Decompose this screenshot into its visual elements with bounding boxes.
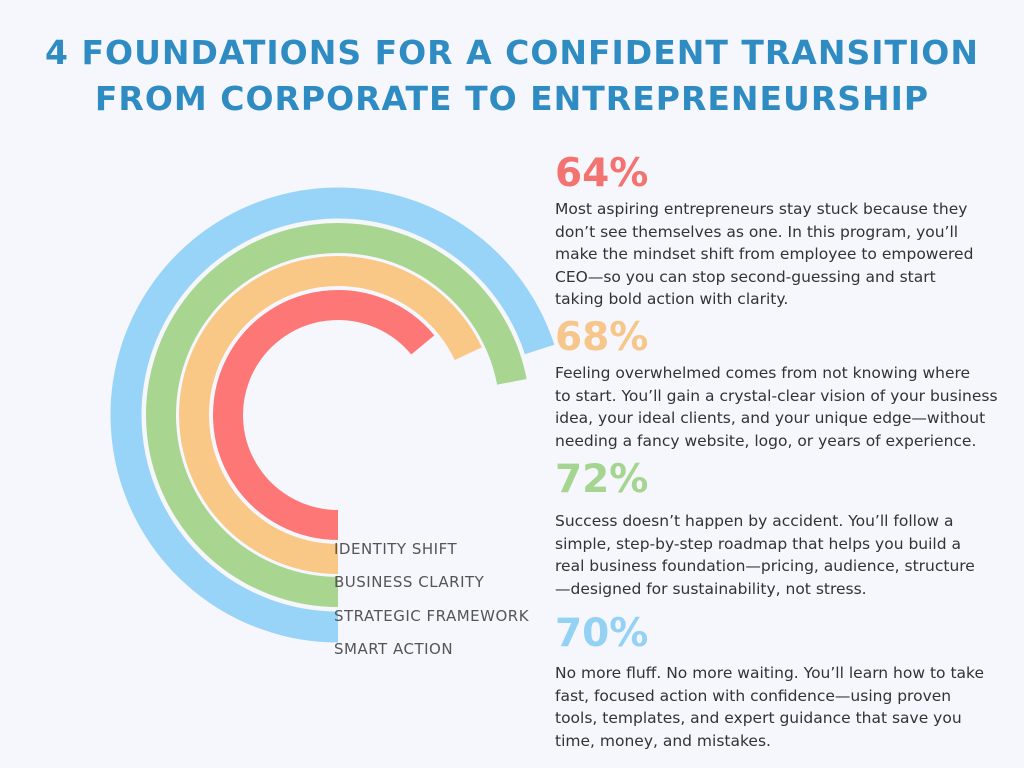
desc-line: needing a fancy website, logo, or years …: [555, 431, 977, 450]
arc-identity-shift: [213, 290, 435, 540]
stat-description: Feeling overwhelmed comes from not knowi…: [555, 362, 1015, 452]
desc-line: Success doesn’t happen by accident. You’…: [555, 512, 954, 530]
category-label-business-clarity: BUSINESS CLARITY: [334, 573, 485, 591]
desc-line: Feeling overwhelmed comes from not knowi…: [555, 364, 971, 382]
arc-strategic-framework: [146, 223, 527, 607]
category-label-strategic-framework: STRATEGIC FRAMEWORK: [334, 607, 530, 625]
stat-percent: 70%: [555, 611, 649, 656]
desc-line: Most aspiring entrepreneurs stay stuck b…: [555, 200, 968, 218]
stat-block-identity-shift: 64% Most aspiring entrepreneurs stay stu…: [555, 152, 1015, 311]
desc-line: make the mindset shift from employee to …: [555, 245, 974, 263]
stat-percent: 68%: [555, 315, 649, 360]
desc-line: simple, step-by-step roadmap that helps …: [555, 534, 961, 553]
stat-description: Success doesn’t happen by accident. You’…: [555, 510, 1015, 600]
stat-percent: 72%: [555, 457, 649, 502]
desc-line: taking bold action with clarity.: [555, 290, 789, 308]
desc-line: idea, your ideal clients, and your uniqu…: [555, 409, 986, 427]
stat-description: Most aspiring entrepreneurs stay stuck b…: [555, 198, 1015, 311]
stat-block-business-clarity: 68% Feeling overwhelmed comes from not k…: [555, 316, 1015, 452]
title-line-2: FROM CORPORATE TO ENTREPRENEURSHIP: [94, 79, 930, 118]
desc-line: fast, focused action with confidence—usi…: [555, 686, 952, 705]
arc-business-clarity: [179, 256, 482, 574]
stat-percent: 64%: [555, 151, 649, 196]
desc-line: to start. You’ll gain a crystal-clear vi…: [555, 386, 998, 405]
desc-line: time, money, and mistakes.: [555, 731, 771, 750]
title-line-1: 4 FOUNDATIONS FOR A CONFIDENT TRANSITION: [45, 33, 979, 72]
arc-smart-action: [110, 187, 555, 643]
stat-block-smart-action: 70% No more fluff. No more waiting. You’…: [555, 612, 1015, 752]
desc-line: No more fluff. No more waiting. You’ll l…: [555, 664, 984, 682]
desc-line: real business foundation—pricing, audien…: [555, 557, 975, 575]
stat-description: No more fluff. No more waiting. You’ll l…: [555, 662, 1015, 752]
desc-line: don’t see themselves as one. In this pro…: [555, 222, 959, 241]
category-label-identity-shift: IDENTITY SHIFT: [334, 540, 458, 558]
desc-line: tools, templates, and expert guidance th…: [555, 709, 962, 727]
category-label-smart-action: SMART ACTION: [334, 640, 454, 658]
radial-bar-chart: [110, 187, 555, 643]
desc-line: —designed for sustainability, not stress…: [555, 579, 867, 598]
desc-line: CEO—so you can stop second-guessing and …: [555, 267, 936, 286]
page-title: 4 FOUNDATIONS FOR A CONFIDENT TRANSITION…: [0, 30, 1024, 122]
stat-block-strategic-framework: 72% Success doesn’t happen by accident. …: [555, 458, 1015, 600]
